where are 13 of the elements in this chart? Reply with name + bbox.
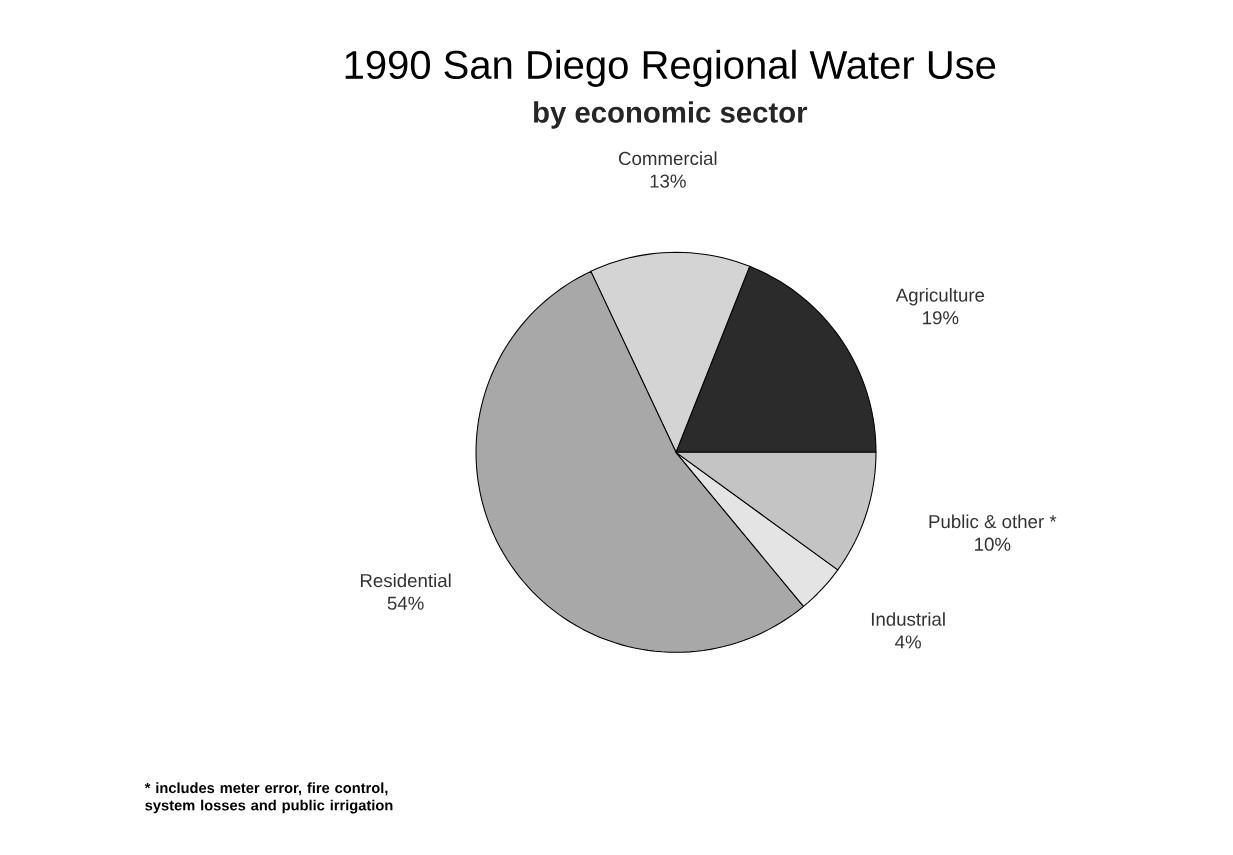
data-label: 19% xyxy=(923,311,959,325)
slice-label: Agriculture xyxy=(895,287,985,306)
slice-label: Residential xyxy=(360,573,451,588)
data-label: 54% xyxy=(387,596,424,610)
data-label: 10% xyxy=(975,537,1011,551)
data-label: 4% xyxy=(895,635,921,649)
slice-label: Industrial xyxy=(871,612,945,626)
chart-title: 1990 San Diego Regional Water Use xyxy=(345,49,996,87)
data-label: 13% xyxy=(650,174,686,188)
text: * includes meter error, fire control, system losses and public irrigation xyxy=(144,782,393,814)
slice-label: Public & other * xyxy=(929,514,1057,529)
slice-label: Commercial xyxy=(618,151,717,166)
chart-subtitle: by economic sector xyxy=(534,101,808,129)
